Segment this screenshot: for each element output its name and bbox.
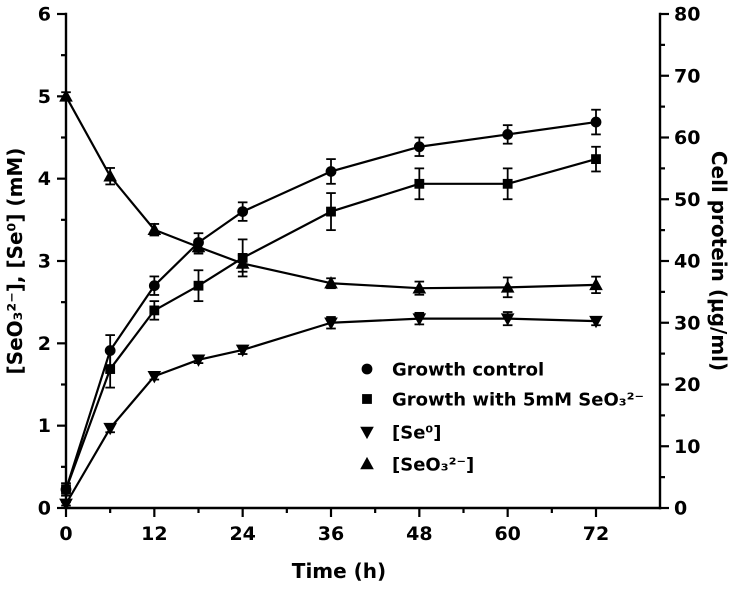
triangle-down-marker bbox=[324, 317, 338, 330]
tick-label: 2 bbox=[38, 333, 51, 355]
triangle-up-marker bbox=[59, 89, 73, 102]
tick-label: 3 bbox=[38, 251, 51, 273]
square-marker bbox=[362, 394, 372, 404]
tick-label: 80 bbox=[674, 4, 700, 26]
tick-label: 10 bbox=[674, 436, 700, 458]
triangle-up-marker bbox=[500, 280, 515, 293]
tick-label: 40 bbox=[674, 251, 700, 273]
square-marker bbox=[326, 206, 336, 217]
right-axis-title: Cell protein (μg/ml) bbox=[707, 151, 731, 371]
legend: Growth control Growth with 5mM SeO₃²⁻ [Se⁰… bbox=[360, 360, 644, 476]
tick-marks bbox=[57, 12, 669, 517]
triangle-down-marker bbox=[103, 422, 117, 436]
circle-marker bbox=[361, 363, 373, 375]
tick-label: 5 bbox=[38, 86, 51, 108]
triangle-down-marker bbox=[147, 370, 162, 384]
triangle-up-marker bbox=[324, 276, 338, 289]
square-marker bbox=[149, 305, 160, 316]
legend-item-growth-with-5mm-seo: Growth with 5mM SeO₃²⁻ bbox=[362, 390, 644, 411]
tick-label: 60 bbox=[494, 523, 520, 545]
x-axis-tick-labels: 0 12 24 36 48 60 72 bbox=[59, 523, 609, 545]
circle-marker bbox=[237, 206, 249, 218]
tick-label: 36 bbox=[318, 523, 344, 545]
square-marker bbox=[502, 178, 513, 189]
series-growth-control bbox=[60, 108, 602, 497]
square-marker bbox=[193, 280, 204, 291]
circle-marker bbox=[148, 280, 160, 292]
legend-item-growth-control: Growth control bbox=[361, 360, 544, 381]
tick-label: 24 bbox=[229, 523, 255, 545]
tick-label: 0 bbox=[38, 498, 51, 520]
triangle-up-marker bbox=[103, 169, 117, 182]
triangle-down-marker bbox=[191, 354, 206, 367]
tick-label: 0 bbox=[674, 498, 687, 520]
triangle-up-marker bbox=[589, 277, 603, 291]
circle-marker bbox=[502, 129, 514, 140]
circle-marker bbox=[413, 141, 425, 153]
legend-label: Growth control bbox=[392, 360, 544, 381]
square-marker bbox=[591, 154, 601, 165]
square-marker bbox=[61, 484, 71, 495]
series-seo bbox=[59, 89, 603, 299]
triangle-down-marker bbox=[500, 313, 515, 326]
left-axis-tick-labels: 0 1 2 3 4 5 6 bbox=[38, 4, 51, 520]
triangle-down-marker bbox=[360, 426, 374, 440]
triangle-up-marker bbox=[235, 256, 250, 269]
tick-label: 0 bbox=[59, 523, 72, 545]
tick-label: 70 bbox=[674, 65, 700, 87]
legend-label: [SeO₃²⁻] bbox=[392, 455, 474, 476]
triangle-up-marker bbox=[360, 456, 374, 470]
square-marker bbox=[414, 178, 425, 189]
tick-label: 60 bbox=[674, 127, 700, 149]
series-se bbox=[59, 311, 603, 512]
series-line bbox=[65, 317, 597, 505]
legend-label: [Se⁰] bbox=[392, 423, 442, 444]
triangle-up-marker bbox=[412, 281, 427, 294]
tick-label: 20 bbox=[674, 374, 700, 396]
triangle-down-marker bbox=[235, 344, 250, 358]
tick-label: 12 bbox=[141, 523, 167, 545]
legend-label: Growth with 5mM SeO₃²⁻ bbox=[392, 390, 644, 411]
triangle-down-marker bbox=[412, 313, 427, 326]
triangle-up-marker bbox=[191, 239, 206, 253]
tick-label: 50 bbox=[674, 189, 700, 211]
tick-label: 48 bbox=[406, 523, 432, 545]
axes bbox=[64, 12, 662, 510]
tick-label: 4 bbox=[38, 168, 51, 190]
triangle-down-marker bbox=[589, 315, 603, 329]
triangle-up-marker bbox=[147, 222, 162, 235]
tick-label: 72 bbox=[583, 523, 609, 545]
circle-marker bbox=[325, 166, 337, 177]
tick-label: 30 bbox=[674, 312, 700, 334]
legend-item-se: [Se⁰] bbox=[360, 423, 442, 444]
circle-marker bbox=[590, 116, 602, 128]
right-axis-tick-labels: 0 10 20 30 40 50 60 70 80 bbox=[674, 4, 700, 520]
legend-item-seo: [SeO₃²⁻] bbox=[360, 455, 474, 476]
left-axis-title: [SeO₃²⁻], [Se⁰] (mM) bbox=[3, 148, 27, 375]
x-axis-title: Time (h) bbox=[292, 559, 386, 583]
tick-label: 1 bbox=[38, 415, 51, 437]
triangle-down-marker bbox=[59, 498, 73, 512]
square-marker bbox=[105, 364, 116, 374]
tick-label: 6 bbox=[38, 4, 51, 26]
